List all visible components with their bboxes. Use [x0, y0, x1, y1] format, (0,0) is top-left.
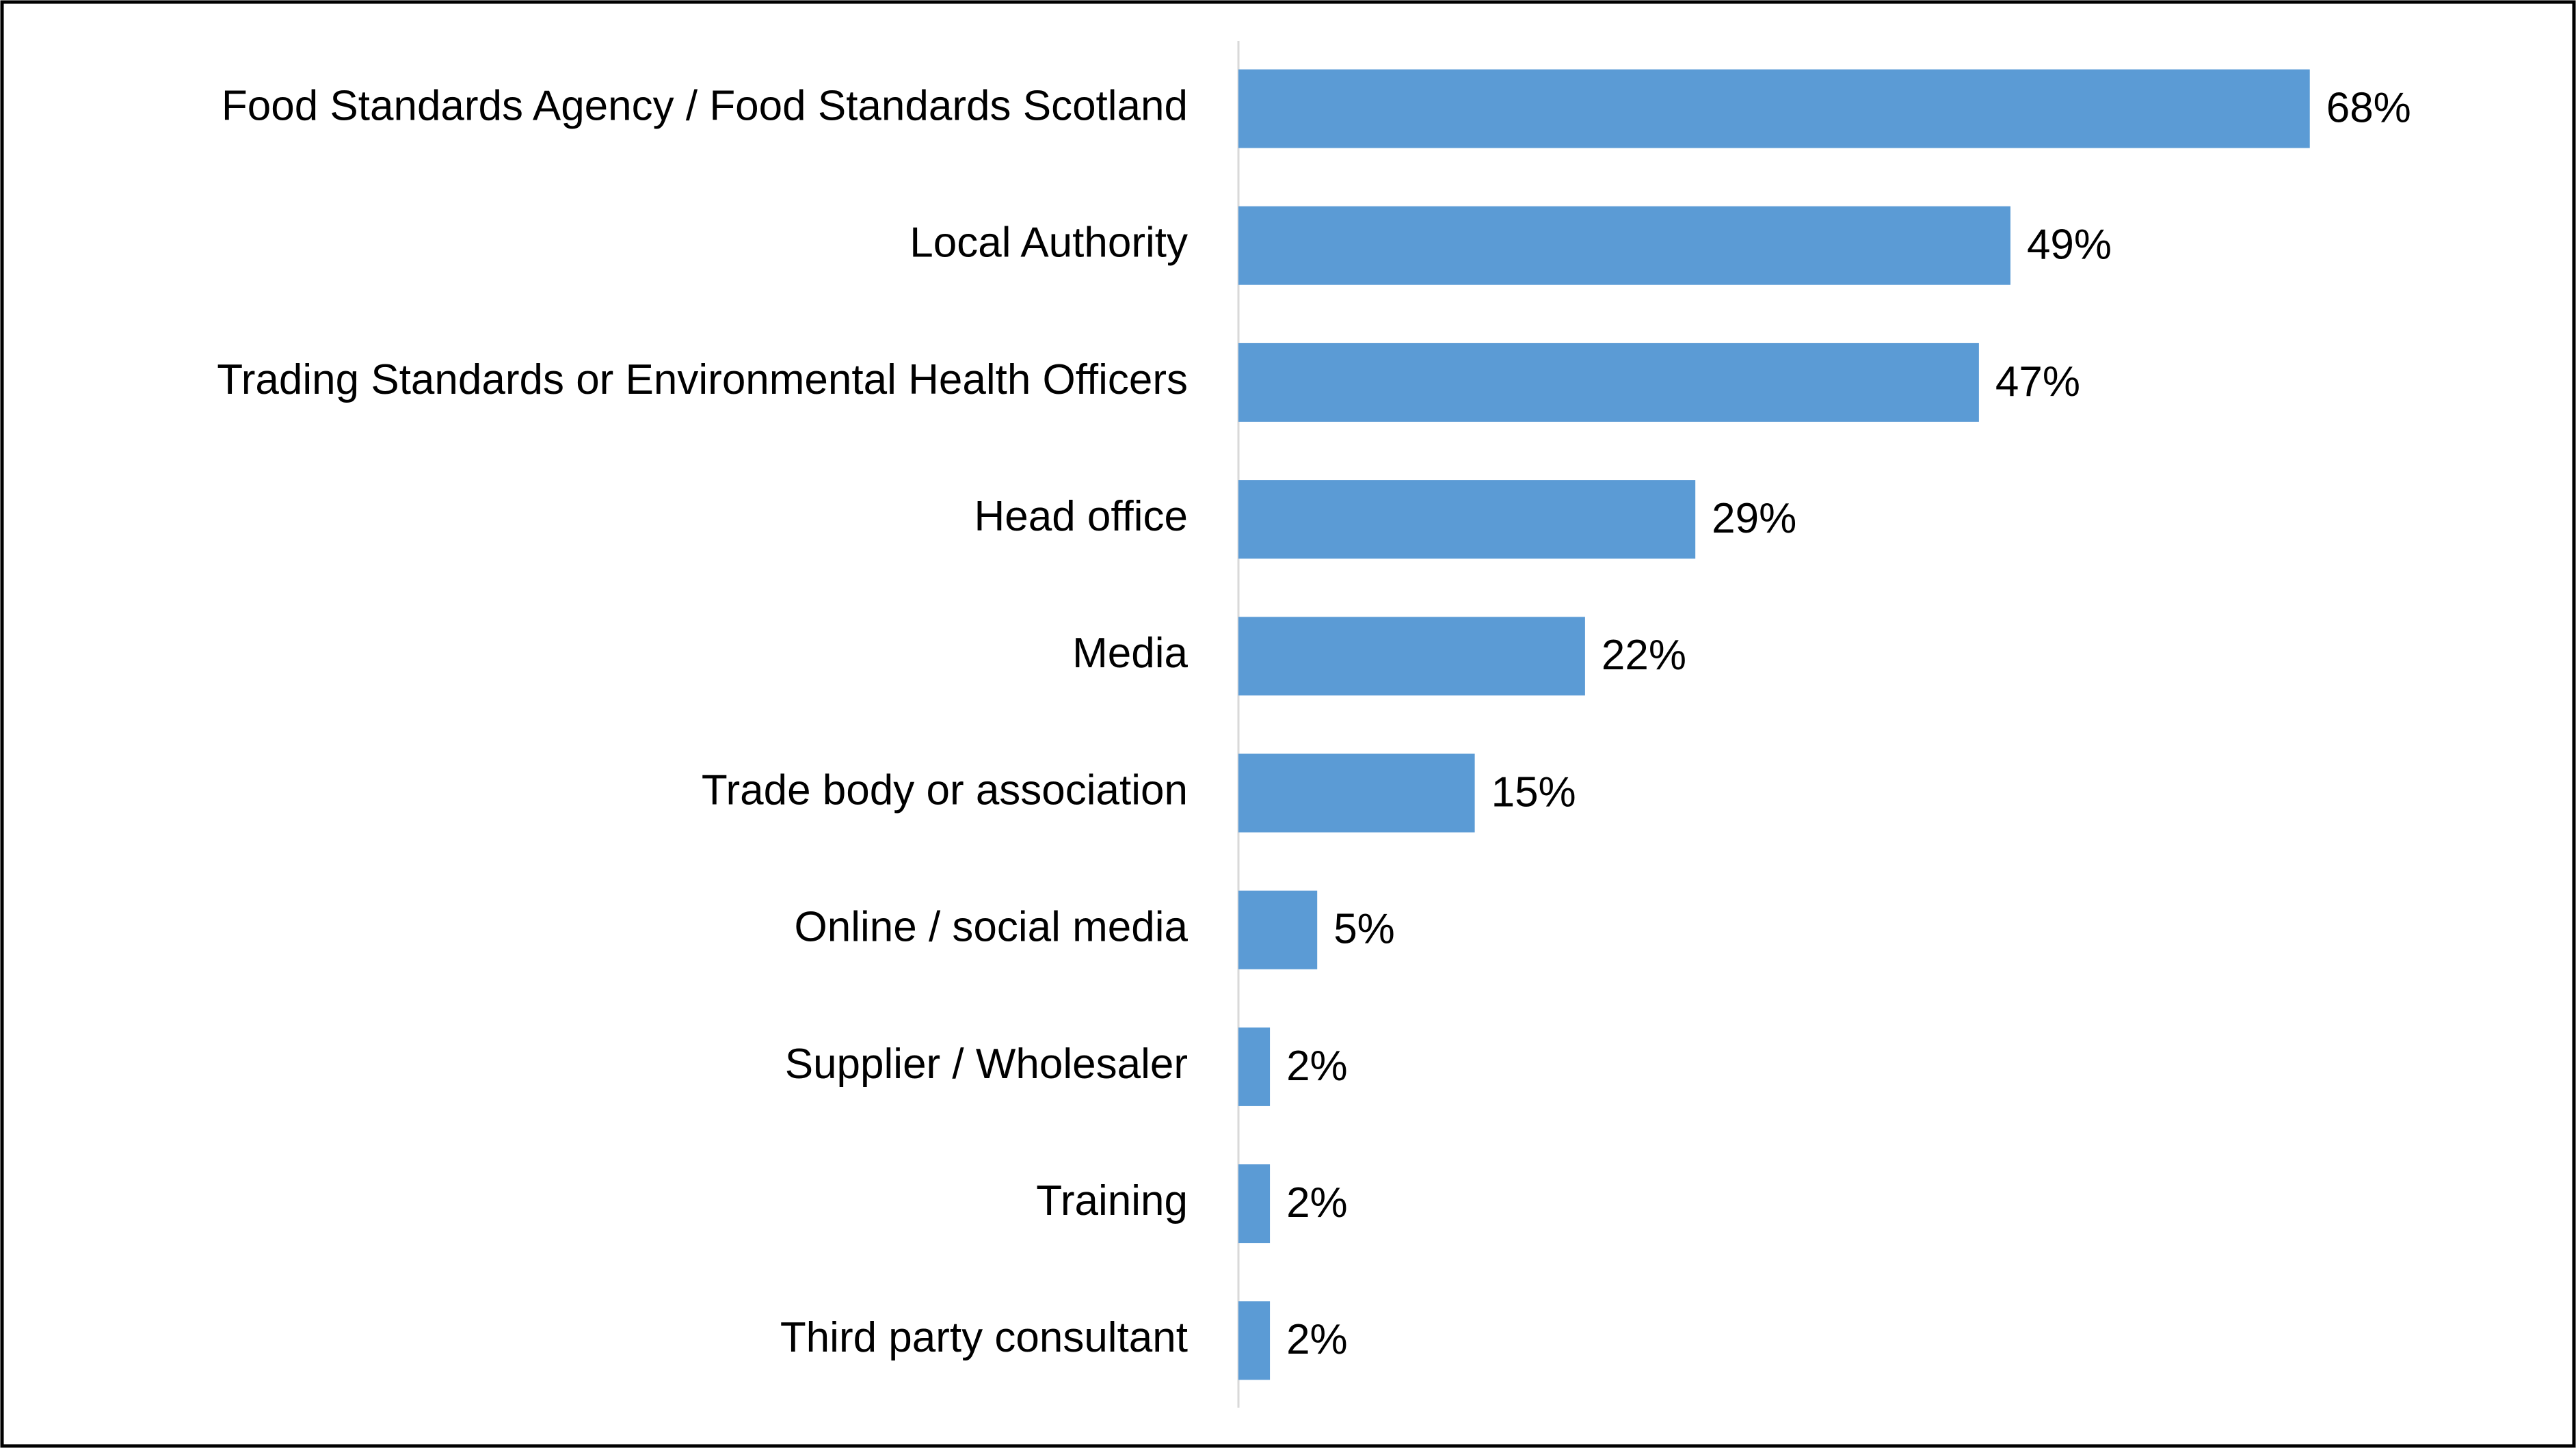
category-label: Supplier / Wholesaler [785, 1041, 1188, 1088]
value-label: 68% [2326, 84, 2411, 131]
bar [1238, 1164, 1271, 1244]
value-label: 2% [1286, 1316, 1348, 1363]
bar [1238, 753, 1475, 833]
bar [1238, 890, 1318, 969]
bar [1238, 206, 2010, 285]
value-label: 47% [1995, 358, 2080, 405]
category-label: Trading Standards or Environmental Healt… [217, 356, 1188, 403]
category-label: Online / social media [795, 904, 1189, 951]
category-label: Local Authority [909, 219, 1188, 267]
value-label: 22% [1602, 632, 1686, 679]
bar [1238, 1027, 1271, 1106]
value-label: 2% [1286, 1043, 1348, 1090]
bar [1238, 69, 2310, 148]
category-label: Training [1036, 1177, 1188, 1224]
value-label: 29% [1712, 495, 1796, 542]
value-label: 15% [1491, 768, 1576, 816]
bar [1238, 343, 1979, 422]
value-label: 49% [2027, 222, 2112, 269]
category-label: Third party consultant [780, 1314, 1188, 1361]
value-label: 5% [1333, 906, 1395, 953]
bar [1238, 480, 1696, 559]
category-label: Food Standards Agency / Food Standards S… [222, 82, 1188, 129]
category-label: Media [1072, 630, 1188, 677]
category-label: Trade body or association [702, 766, 1188, 814]
bar [1238, 1301, 1271, 1380]
category-label: Head office [974, 493, 1188, 540]
value-label: 2% [1286, 1179, 1348, 1226]
bar [1238, 617, 1585, 696]
